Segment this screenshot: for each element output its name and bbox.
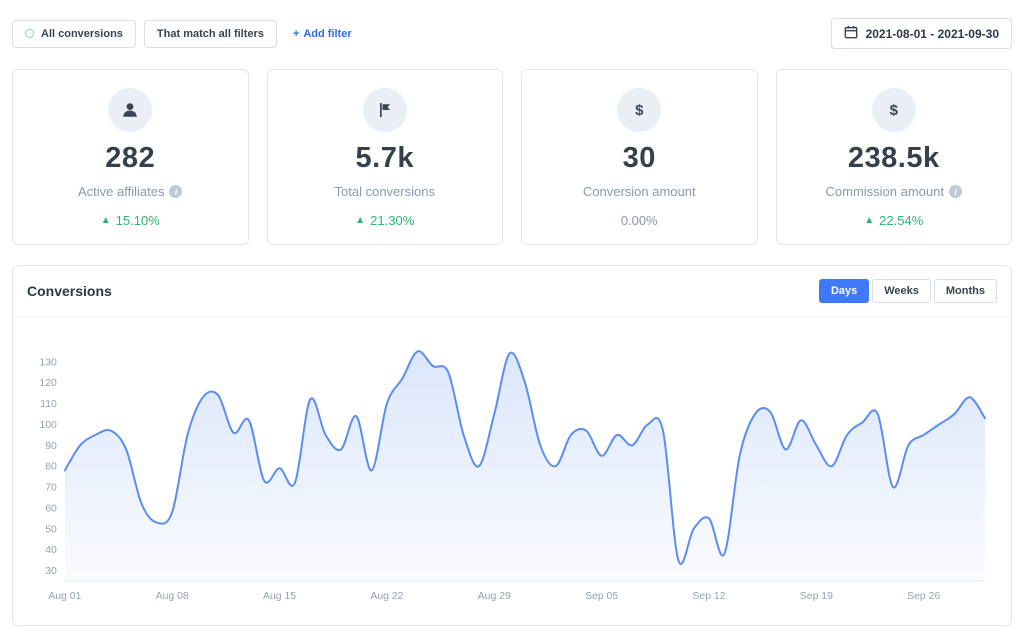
- date-range-label: 2021-08-01 - 2021-09-30: [865, 26, 999, 41]
- conversions-panel: Conversions Days Weeks Months 30 40 50 60 70…: [12, 265, 1012, 626]
- svg-text:Sep 26: Sep 26: [907, 591, 940, 602]
- stat-change: ▲ 22.54%: [864, 213, 924, 228]
- stat-value: 5.7k: [355, 142, 414, 174]
- granularity-tabs: Days Weeks Months: [818, 279, 997, 303]
- panel-title: Conversions: [27, 283, 112, 299]
- svg-text:50: 50: [45, 524, 57, 535]
- dollar-icon: $: [617, 88, 662, 132]
- trend-up-icon: ▲: [864, 214, 875, 226]
- stat-change: ▲ 21.30%: [355, 213, 415, 228]
- svg-text:70: 70: [45, 483, 57, 494]
- panel-header: Conversions Days Weeks Months: [13, 266, 1011, 317]
- svg-text:120: 120: [39, 378, 57, 389]
- svg-text:Aug 29: Aug 29: [478, 591, 511, 602]
- svg-text:110: 110: [40, 399, 57, 410]
- stats-row: 282 Active affiliates i ▲ 15.10% 5.7k To…: [0, 69, 1024, 245]
- stat-label: Commission amount i: [783, 184, 1006, 199]
- all-conversions-button[interactable]: All conversions: [12, 19, 136, 48]
- stat-card-total-conversions: 5.7k Total conversions ▲ 21.30%: [266, 69, 503, 245]
- match-all-filters-button[interactable]: That match all filters: [143, 19, 277, 48]
- trend-up-icon: ▲: [355, 214, 366, 226]
- svg-text:Sep 05: Sep 05: [585, 591, 618, 602]
- user-icon: [108, 88, 153, 132]
- tab-months[interactable]: Months: [933, 279, 997, 303]
- dollar-icon: $: [871, 88, 916, 132]
- stat-label: Active affiliates i: [19, 184, 242, 199]
- svg-text:90: 90: [45, 441, 57, 452]
- svg-text:Sep 19: Sep 19: [800, 591, 833, 602]
- stat-label: Total conversions: [334, 184, 435, 199]
- svg-text:80: 80: [45, 462, 57, 473]
- svg-text:Aug 01: Aug 01: [48, 591, 81, 602]
- svg-text:130: 130: [39, 357, 57, 368]
- add-filter-label: Add filter: [303, 27, 352, 40]
- conversions-chart[interactable]: 30 40 50 60 70 80 90 100 110 120 130 Aug 01 Aug 08 Au…: [23, 323, 1001, 611]
- stat-change: 0.00%: [620, 213, 658, 228]
- date-range-picker[interactable]: 2021-08-01 - 2021-09-30: [830, 18, 1012, 49]
- trend-up-icon: ▲: [100, 214, 111, 226]
- stat-value: 30: [622, 142, 656, 174]
- stat-value: 282: [105, 142, 156, 174]
- svg-text:30: 30: [45, 566, 57, 577]
- stat-card-conversion-amount: $ 30 Conversion amount 0.00%: [521, 69, 758, 245]
- filter-bar: All conversions That match all filters +…: [0, 0, 1024, 49]
- svg-text:Sep 12: Sep 12: [692, 591, 725, 602]
- svg-text:40: 40: [45, 545, 57, 556]
- stat-change: ▲ 15.10%: [100, 213, 160, 228]
- stat-label: Conversion amount: [582, 184, 696, 199]
- status-circle-icon: [25, 29, 34, 38]
- calendar-icon: [844, 25, 858, 42]
- plus-icon: +: [292, 27, 300, 40]
- tab-weeks[interactable]: Weeks: [872, 279, 931, 303]
- match-all-filters-label: That match all filters: [156, 27, 264, 40]
- stat-card-active-affiliates: 282 Active affiliates i ▲ 15.10%: [12, 69, 249, 245]
- tab-days[interactable]: Days: [818, 279, 870, 303]
- info-icon[interactable]: i: [949, 185, 962, 198]
- svg-text:Aug 15: Aug 15: [263, 591, 296, 602]
- stat-value: 238.5k: [847, 142, 940, 174]
- chart-area: 30 40 50 60 70 80 90 100 110 120 130 Aug 01 Aug 08 Au…: [13, 317, 1011, 625]
- stat-card-commission-amount: $ 238.5k Commission amount i ▲ 22.54%: [775, 69, 1012, 245]
- svg-text:100: 100: [39, 420, 57, 431]
- svg-text:Aug 08: Aug 08: [156, 591, 189, 602]
- info-icon[interactable]: i: [169, 185, 183, 198]
- add-filter-button[interactable]: + Add filter: [293, 28, 352, 40]
- svg-text:60: 60: [45, 503, 57, 514]
- svg-text:Aug 22: Aug 22: [370, 591, 403, 602]
- flag-icon: [362, 88, 407, 132]
- all-conversions-label: All conversions: [41, 27, 123, 40]
